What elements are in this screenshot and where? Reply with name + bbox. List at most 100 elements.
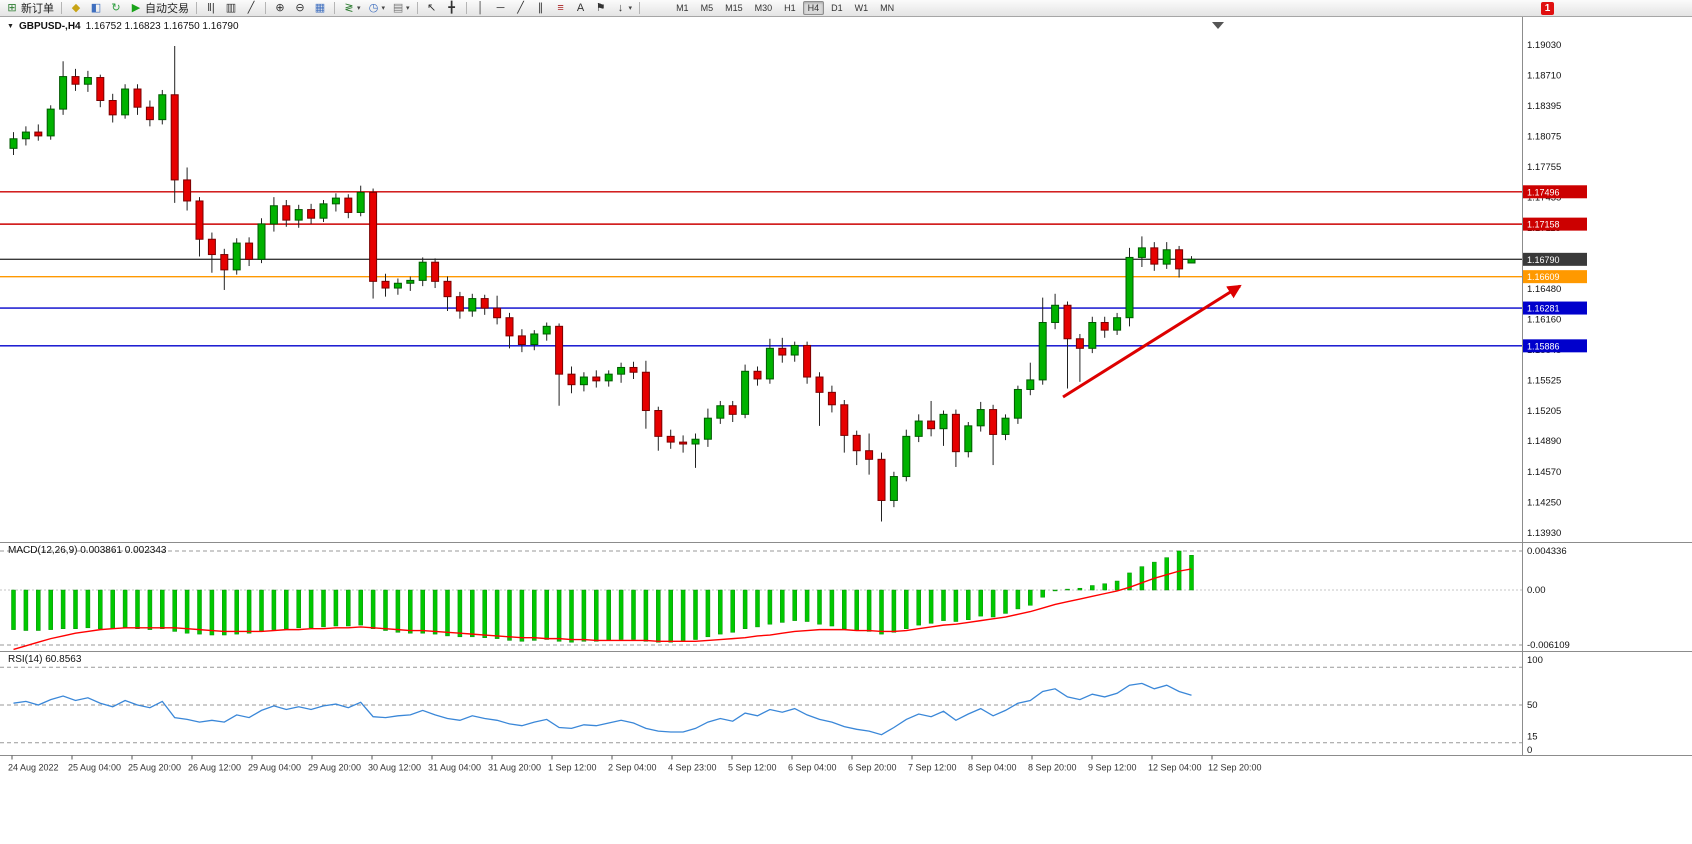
templates-button[interactable]: ▤ ▾ — [389, 1, 412, 16]
macd-signal-line — [13, 568, 1192, 651]
chart-title: ▼ GBPUSD-,H4 1.16752 1.16823 1.16750 1.1… — [7, 21, 239, 32]
toolbar-separator — [265, 2, 266, 14]
quotes-icon: ◧ — [90, 1, 102, 14]
tile-windows-button[interactable]: ▦ — [311, 1, 329, 16]
timeframe-h1[interactable]: H1 — [784, 3, 796, 13]
svg-text:24 Aug 2022: 24 Aug 2022 — [8, 763, 59, 773]
market-watch-button[interactable]: ◧ — [87, 1, 105, 16]
zoom-out-button[interactable]: ⊖ — [291, 1, 309, 16]
svg-text:1.17755: 1.17755 — [1527, 162, 1561, 173]
vertical-line-icon: │ — [477, 1, 484, 14]
timeframe-m15[interactable]: M15 — [725, 3, 743, 13]
symbol-period: GBPUSD-,H4 — [18, 21, 81, 32]
crosshair-icon: ╋ — [448, 1, 455, 14]
timeframe-h4[interactable]: H4 — [802, 1, 825, 15]
cursor-button[interactable]: ↖ — [423, 1, 441, 16]
trendline-icon: ╱ — [517, 1, 524, 14]
channel-button[interactable]: ∥ — [532, 1, 550, 16]
periods-button[interactable]: ◷ ▾ — [365, 1, 388, 16]
refresh-icon: ↻ — [111, 1, 121, 14]
bars-chart-icon: ‖| — [207, 1, 215, 14]
label-icon: ⚑ — [595, 1, 606, 14]
dropdown-caret-icon: ▾ — [628, 5, 633, 12]
svg-text:1.19030: 1.19030 — [1527, 40, 1561, 51]
toolbar: ⊞ 新订单 ◆ ◧ ↻ ▶ 自动交易 ‖| ▥ ╱ ⊕ ⊖ ▦ ≷ ▾ ◷ ▾ ▤ ▾ ↖ ╋ │ ─ ╱ ∥ ≡ A ⚑ ↓ ▾ M1 M… — [0, 0, 1692, 17]
notification-badge[interactable]: 1 — [1541, 2, 1554, 15]
text-button[interactable]: A — [572, 1, 590, 16]
symbol-dropdown-icon[interactable]: ▼ — [7, 23, 14, 30]
zoom-in-button[interactable]: ⊕ — [271, 1, 289, 16]
svg-text:-0.006109: -0.006109 — [1527, 640, 1570, 651]
refresh-button[interactable]: ↻ — [107, 1, 125, 16]
auto-trading-button[interactable]: ▶ 自动交易 — [127, 1, 191, 16]
svg-text:4 Sep 23:00: 4 Sep 23:00 — [668, 763, 717, 773]
line-chart-button[interactable]: ╱ — [242, 1, 260, 16]
channel-icon: ∥ — [537, 1, 544, 14]
price-axis-labels: 1.19030 1.18710 1.18395 1.18075 1.17755 1.174… — [1527, 40, 1561, 539]
svg-text:1.14250: 1.14250 — [1527, 497, 1561, 508]
scroll-to-end-marker[interactable] — [1212, 22, 1224, 29]
bars-chart-button[interactable]: ‖| — [202, 1, 220, 16]
time-axis: 24 Aug 2022 25 Aug 04:00 25 Aug 20:00 26 Au… — [8, 755, 1262, 773]
price-level-lines[interactable] — [0, 191, 1522, 347]
crosshair-button[interactable]: ╋ — [443, 1, 461, 16]
svg-text:29 Aug 04:00: 29 Aug 04:00 — [248, 763, 301, 773]
timeframe-m5[interactable]: M5 — [700, 3, 714, 13]
hline-button[interactable]: ─ — [492, 1, 510, 16]
toolbar-separator — [334, 2, 335, 14]
svg-text:50: 50 — [1527, 700, 1538, 711]
trendline-button[interactable]: ╱ — [512, 1, 530, 16]
timeframe-mn[interactable]: MN — [880, 3, 895, 13]
fibonacci-icon: ≡ — [557, 1, 564, 14]
auto-trading-button-label: 自动交易 — [145, 3, 189, 15]
timeframe-m1[interactable]: M1 — [676, 3, 689, 13]
svg-text:31 Aug 20:00: 31 Aug 20:00 — [488, 763, 541, 773]
svg-text:1.16790: 1.16790 — [1527, 255, 1560, 265]
svg-text:1.18395: 1.18395 — [1527, 101, 1561, 112]
svg-text:31 Aug 04:00: 31 Aug 04:00 — [428, 763, 481, 773]
rsi-indicator-label: RSI(14) 60.8563 — [8, 654, 82, 665]
new-order-button[interactable]: ⊞ 新订单 — [3, 1, 56, 16]
svg-text:1.15525: 1.15525 — [1527, 375, 1561, 386]
svg-text:1.16609: 1.16609 — [1527, 272, 1560, 282]
svg-text:1.16480: 1.16480 — [1527, 284, 1561, 295]
svg-text:8 Sep 04:00: 8 Sep 04:00 — [968, 763, 1017, 773]
svg-text:7 Sep 12:00: 7 Sep 12:00 — [908, 763, 957, 773]
svg-text:1.15205: 1.15205 — [1527, 406, 1561, 417]
dropdown-caret-icon: ▾ — [381, 5, 386, 12]
arrows-button[interactable]: ↓ ▾ — [612, 1, 635, 16]
indicators-button[interactable]: ≷ ▾ — [340, 1, 363, 16]
alerts-button[interactable]: ◆ — [67, 1, 85, 16]
fibonacci-button[interactable]: ≡ — [552, 1, 570, 16]
timeframe-w1[interactable]: W1 — [854, 3, 869, 13]
line-chart-icon: ╱ — [247, 1, 255, 14]
toolbar-separator — [416, 2, 418, 14]
svg-text:1.16281: 1.16281 — [1527, 304, 1560, 314]
price-level-badges: 1.17496 1.17158 1.16790 1.16609 1.16281 1.158… — [1523, 185, 1587, 353]
svg-text:0.00: 0.00 — [1527, 585, 1546, 596]
vline-button[interactable]: │ — [472, 1, 490, 16]
zoom-out-icon: ⊖ — [295, 1, 305, 14]
svg-text:1.16160: 1.16160 — [1527, 315, 1561, 326]
timeframe-m30[interactable]: M30 — [754, 3, 773, 13]
trend-arrow-annotation[interactable] — [1062, 284, 1242, 399]
svg-text:29 Aug 20:00: 29 Aug 20:00 — [308, 763, 361, 773]
candles-chart-button[interactable]: ▥ — [222, 1, 240, 16]
rsi-panel: 100 50 15 0 — [0, 655, 1543, 756]
svg-text:2 Sep 04:00: 2 Sep 04:00 — [608, 763, 657, 773]
svg-text:1.14890: 1.14890 — [1527, 436, 1561, 447]
svg-text:15: 15 — [1527, 732, 1538, 743]
svg-text:30 Aug 12:00: 30 Aug 12:00 — [368, 763, 421, 773]
new-order-icon: ⊞ — [7, 1, 17, 14]
toolbar-separator — [61, 2, 62, 14]
svg-text:8 Sep 20:00: 8 Sep 20:00 — [1028, 763, 1077, 773]
zoom-in-icon: ⊕ — [275, 1, 285, 14]
rsi-line — [13, 682, 1192, 736]
svg-text:1.14570: 1.14570 — [1527, 467, 1561, 478]
svg-text:6 Sep 20:00: 6 Sep 20:00 — [848, 763, 897, 773]
label-button[interactable]: ⚑ — [592, 1, 610, 16]
timeframe-d1[interactable]: D1 — [831, 3, 843, 13]
